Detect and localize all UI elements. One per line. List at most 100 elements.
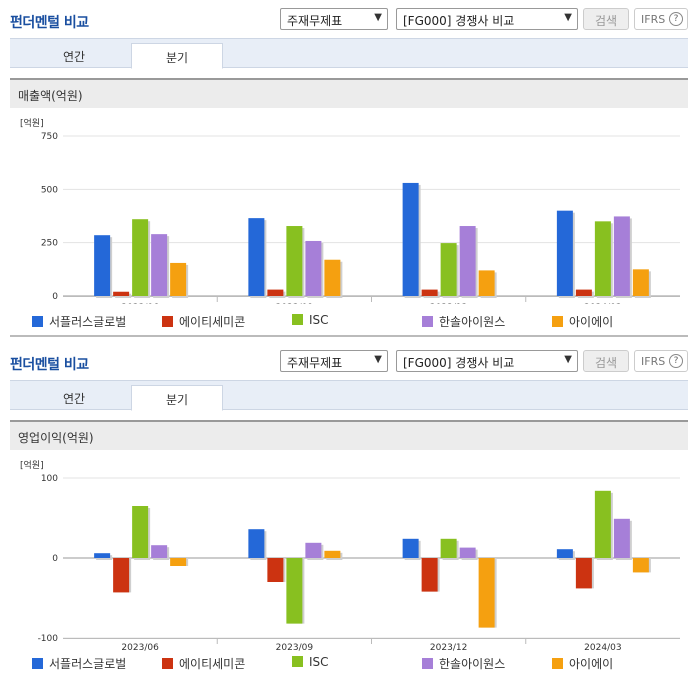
bar[interactable] — [286, 226, 303, 296]
bar[interactable] — [170, 262, 187, 296]
x-tick-label: 2023/12 — [430, 303, 467, 304]
legend-swatch — [552, 316, 563, 327]
legend-label: 에이티세미콘 — [179, 315, 246, 329]
help-icon[interactable]: ? — [669, 12, 683, 26]
ifrs-label: IFRS — [641, 355, 666, 368]
chart-legend: 서플러스글로벌 에이티세미콘 ISC 한솔아이원스 아이에이 — [10, 313, 688, 331]
bar[interactable] — [632, 558, 649, 573]
tab-annual[interactable]: 연간 — [62, 392, 86, 406]
ifrs-button[interactable]: IFRS ? — [634, 8, 688, 30]
divider — [10, 335, 688, 337]
chevron-down-icon: ▼ — [374, 12, 382, 23]
bar[interactable] — [421, 289, 438, 296]
chevron-down-icon: ▼ — [564, 12, 572, 23]
bar[interactable] — [132, 219, 149, 296]
legend-item[interactable]: 서플러스글로벌 — [32, 313, 126, 330]
ifrs-button[interactable]: IFRS ? — [634, 350, 688, 372]
bar[interactable] — [132, 506, 149, 558]
bar[interactable] — [324, 550, 341, 558]
search-button[interactable]: 검색 — [583, 8, 629, 30]
bar[interactable] — [113, 291, 130, 296]
bar[interactable] — [613, 216, 630, 296]
page-title: 펀더멘털 비교 — [10, 357, 89, 373]
x-tick-label: 2024/03 — [584, 303, 621, 304]
y-tick-label: 0 — [52, 292, 58, 302]
bar[interactable] — [594, 490, 611, 558]
legend-label: 한솔아이원스 — [439, 657, 506, 671]
bar[interactable] — [94, 553, 111, 558]
bar[interactable] — [402, 538, 419, 558]
chevron-down-icon: ▼ — [374, 354, 382, 365]
x-tick-label: 2023/09 — [276, 643, 314, 653]
legend-swatch — [292, 314, 303, 325]
legend-swatch — [32, 658, 43, 669]
search-button[interactable]: 검색 — [583, 350, 629, 372]
bar[interactable] — [575, 289, 592, 296]
bar[interactable] — [613, 518, 630, 558]
bar[interactable] — [421, 558, 438, 592]
bar[interactable] — [575, 558, 592, 589]
bar[interactable] — [402, 182, 419, 296]
y-tick-label: 0 — [52, 554, 58, 564]
x-tick-label: 2024/03 — [584, 643, 621, 653]
legend-item[interactable]: 서플러스글로벌 — [32, 655, 126, 672]
bar[interactable] — [440, 538, 457, 558]
y-tick-label: 500 — [41, 185, 58, 195]
legend-item[interactable]: 한솔아이원스 — [422, 655, 505, 672]
bar[interactable] — [305, 240, 322, 296]
bar[interactable] — [324, 259, 341, 296]
bar[interactable] — [286, 558, 303, 624]
chevron-down-icon: ▼ — [564, 354, 572, 365]
legend-item[interactable]: 아이에이 — [552, 655, 613, 672]
peer-group-select[interactable]: [FG000] 경쟁사 비교 ▼ — [396, 350, 578, 372]
bar[interactable] — [170, 558, 187, 566]
bar[interactable] — [151, 545, 168, 558]
legend-item[interactable]: 에이티세미콘 — [162, 655, 245, 672]
bar[interactable] — [151, 234, 168, 296]
x-tick-label: 2023/06 — [121, 303, 159, 304]
revenue-chart: [억원] 0 250 500 750 2023/06 2023/09 2023/12 2024/… — [20, 117, 680, 304]
statement-type-value: 주재무제표 — [287, 356, 343, 370]
unit-label: [억원] — [20, 117, 44, 129]
bar[interactable] — [113, 558, 130, 593]
bar[interactable] — [556, 210, 573, 296]
statement-type-value: 주재무제표 — [287, 14, 343, 28]
legend-label: 서플러스글로벌 — [49, 315, 127, 329]
bar[interactable] — [594, 221, 611, 296]
tab-quarterly[interactable]: 분기 — [131, 43, 223, 69]
legend-swatch — [422, 658, 433, 669]
ifrs-label: IFRS — [641, 13, 666, 26]
statement-type-select[interactable]: 주재무제표 ▼ — [280, 350, 388, 372]
bar[interactable] — [459, 547, 476, 558]
page-title: 펀더멘털 비교 — [10, 15, 89, 31]
legend-swatch — [162, 316, 173, 327]
legend-item[interactable]: 아이에이 — [552, 313, 613, 330]
legend-item[interactable]: ISC — [292, 313, 329, 327]
bar[interactable] — [305, 542, 322, 558]
bar[interactable] — [94, 235, 111, 296]
bar[interactable] — [478, 270, 495, 296]
bar[interactable] — [267, 289, 284, 296]
bar[interactable] — [556, 549, 573, 558]
bar[interactable] — [267, 558, 284, 582]
help-icon[interactable]: ? — [669, 354, 683, 368]
bar[interactable] — [248, 529, 265, 558]
bar[interactable] — [248, 218, 265, 296]
bar[interactable] — [478, 558, 495, 628]
period-tabs: 연간 분기 — [10, 38, 688, 69]
statement-type-select[interactable]: 주재무제표 ▼ — [280, 8, 388, 30]
peer-group-select[interactable]: [FG000] 경쟁사 비교 ▼ — [396, 8, 578, 30]
legend-swatch — [552, 658, 563, 669]
legend-label: 에이티세미콘 — [179, 657, 246, 671]
legend-item[interactable]: 에이티세미콘 — [162, 313, 245, 330]
bar[interactable] — [459, 226, 476, 296]
tab-annual[interactable]: 연간 — [62, 50, 86, 64]
legend-item[interactable]: ISC — [292, 655, 329, 669]
y-tick-label: 250 — [41, 239, 58, 249]
legend-item[interactable]: 한솔아이원스 — [422, 313, 505, 330]
section-header: 매출액(억원) — [10, 78, 688, 108]
bar[interactable] — [632, 269, 649, 296]
tab-quarterly[interactable]: 분기 — [131, 385, 223, 411]
legend-swatch — [422, 316, 433, 327]
bar[interactable] — [440, 243, 457, 296]
